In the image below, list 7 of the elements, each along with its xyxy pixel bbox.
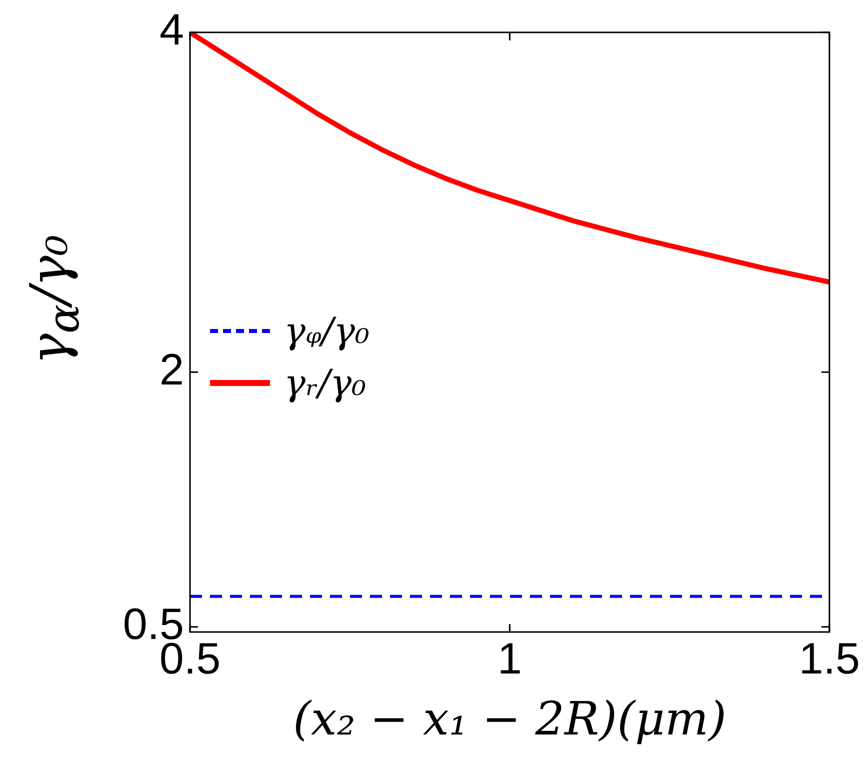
legend-label: γᵣ/γ₀ (284, 362, 366, 404)
x-axis-title: (x₂ − x₁ − 2R)(μm) (292, 691, 726, 746)
x-tick-label: 1 (497, 634, 522, 684)
legend-label: γᵩ/γ₀ (284, 310, 370, 352)
y-tick-label: 4 (160, 6, 184, 55)
x-tick-label: 1.5 (798, 634, 860, 684)
y-tick-label: 2 (160, 345, 184, 394)
